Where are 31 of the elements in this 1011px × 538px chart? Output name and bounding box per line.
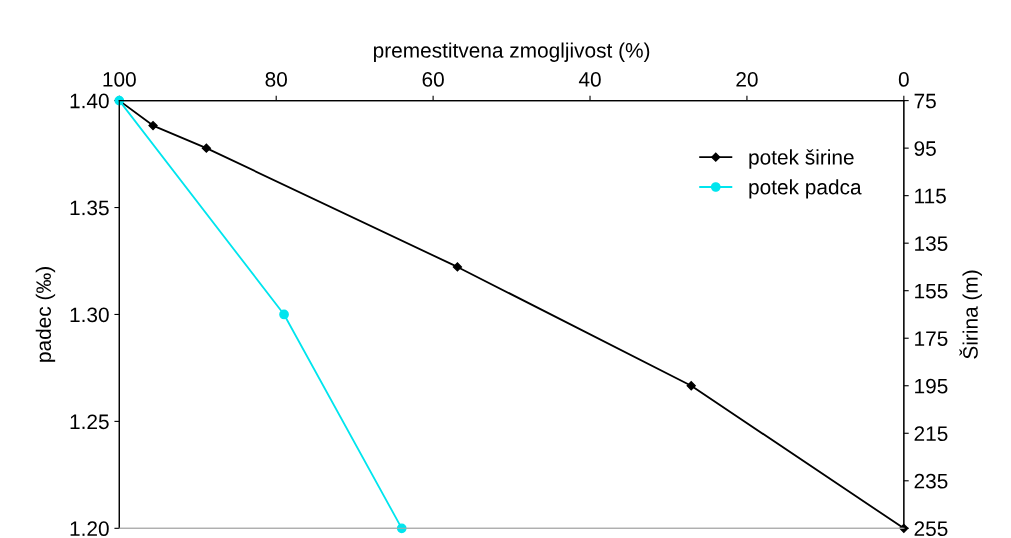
legend-label: potek padca	[749, 179, 862, 199]
point	[686, 381, 696, 391]
x-tick-label: 20	[736, 72, 758, 87]
y-tick-label: 1.35	[70, 200, 109, 216]
point	[279, 309, 289, 320]
x-axis-title: premestitvena zmogljivost (%)	[373, 42, 650, 62]
x-tick-label: 100	[103, 72, 136, 87]
y-tick-label: 1.30	[70, 307, 109, 323]
y2-tick-label: 255	[914, 521, 948, 537]
y2-tick-label: 235	[914, 473, 948, 489]
y2-tick-label: 215	[914, 426, 948, 442]
x-tick-label: 40	[578, 72, 601, 87]
point	[148, 120, 158, 131]
x-tick-label: 80	[265, 72, 287, 87]
legend-label: potek širine	[749, 149, 854, 169]
y2-axis-title: Širina (m)	[959, 270, 982, 359]
x-tick-label: 0	[898, 72, 909, 87]
y-tick-label: 1.20	[70, 521, 109, 537]
y2-tick-label: 155	[915, 283, 948, 299]
y-tick-label: 1.40	[70, 93, 109, 109]
y2-tick-label: 95	[914, 141, 936, 156]
point	[452, 262, 463, 272]
y-tick-label: 1.25	[70, 414, 109, 430]
y2-tick-label: 175	[915, 331, 948, 346]
y2-tick-label: 115	[915, 188, 946, 204]
y2-tick-label: 75	[914, 93, 936, 109]
point	[201, 143, 212, 153]
y2-tick-label: 195	[915, 378, 948, 394]
x-tick-label: 60	[422, 72, 444, 87]
y2-tick-label: 135	[915, 236, 948, 251]
y-axis-title: padec (‰)	[35, 267, 56, 362]
